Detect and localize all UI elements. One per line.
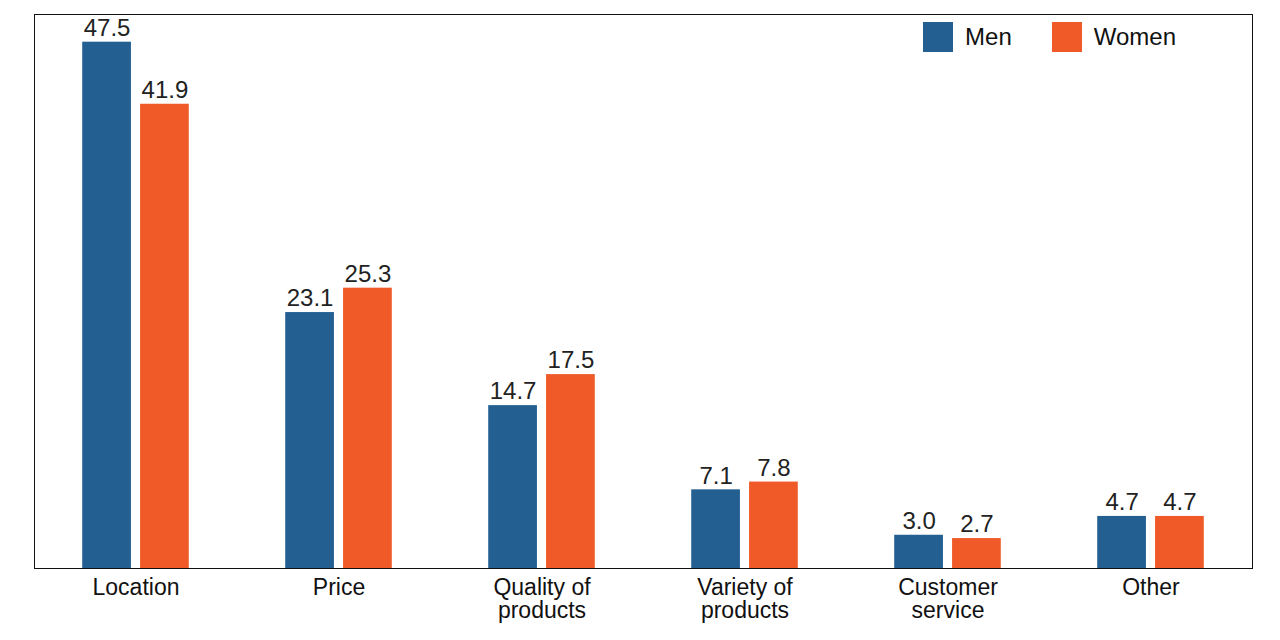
svg-text:4.7: 4.7 — [1163, 488, 1196, 515]
svg-text:Variety ofproducts: Variety ofproducts — [697, 574, 793, 623]
svg-text:14.7: 14.7 — [490, 377, 537, 404]
svg-text:47.5: 47.5 — [84, 14, 131, 41]
svg-text:Location: Location — [93, 574, 180, 600]
svg-text:7.8: 7.8 — [757, 454, 790, 481]
svg-text:3.0: 3.0 — [902, 507, 935, 534]
svg-text:23.1: 23.1 — [287, 284, 334, 311]
svg-text:Customerservice: Customerservice — [898, 574, 998, 623]
svg-text:Other: Other — [1122, 574, 1180, 600]
svg-text:41.9: 41.9 — [142, 76, 189, 103]
svg-text:25.3: 25.3 — [345, 260, 392, 287]
html-text:Women: Women — [1093, 23, 1176, 50]
svg-text:17.5: 17.5 — [548, 346, 595, 373]
svg-text:7.1: 7.1 — [699, 462, 732, 489]
svg-text:Quality ofproducts: Quality ofproducts — [493, 574, 591, 623]
html-text:Men: Men — [965, 23, 1012, 50]
svg-text:Price: Price — [313, 574, 365, 600]
svg-text:2.7: 2.7 — [960, 510, 993, 537]
svg-text:4.7: 4.7 — [1105, 488, 1138, 515]
